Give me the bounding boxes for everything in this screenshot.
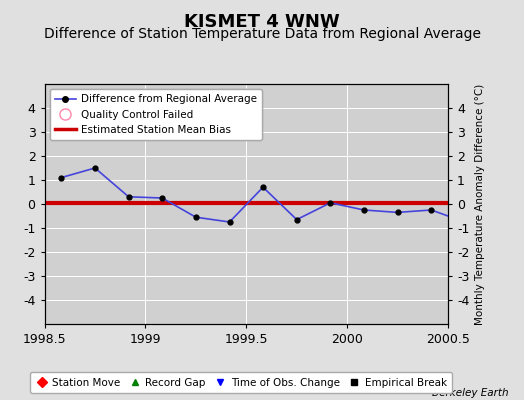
Text: Difference of Station Temperature Data from Regional Average: Difference of Station Temperature Data f… <box>43 26 481 40</box>
Text: KISMET 4 WNW: KISMET 4 WNW <box>184 13 340 31</box>
Y-axis label: Monthly Temperature Anomaly Difference (°C): Monthly Temperature Anomaly Difference (… <box>475 83 485 325</box>
Legend: Station Move, Record Gap, Time of Obs. Change, Empirical Break: Station Move, Record Gap, Time of Obs. C… <box>30 372 452 393</box>
Text: Berkeley Earth: Berkeley Earth <box>432 388 508 398</box>
Legend: Difference from Regional Average, Quality Control Failed, Estimated Station Mean: Difference from Regional Average, Qualit… <box>50 89 262 140</box>
